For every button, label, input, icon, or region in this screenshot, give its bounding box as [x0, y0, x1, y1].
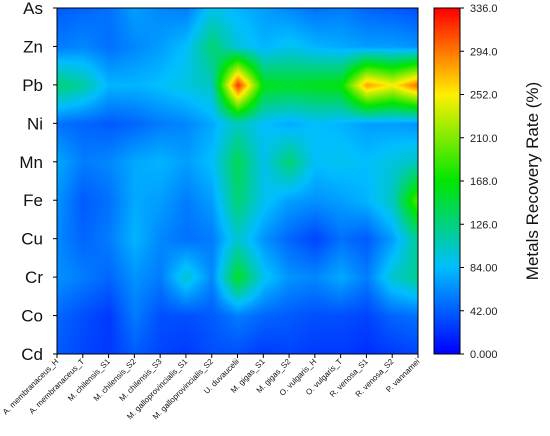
colorbar-ticks: 0.000 42.00 84.00 126.0 168.0 210.0 252.0 294.0… [460, 3, 498, 361]
y-tick-label: Mn [19, 153, 43, 172]
y-tick-label: Co [21, 307, 43, 326]
y-tick-label: Pb [22, 76, 43, 95]
colorbar-tick-label: 252.0 [470, 90, 498, 102]
colorbar-tick-label: 42.00 [470, 306, 498, 318]
y-tick-label: Zn [23, 37, 43, 56]
y-tick-label: Fe [23, 191, 43, 210]
y-tick-label: Cu [21, 230, 43, 249]
colorbar-gradient [434, 8, 460, 354]
y-tick-label: Cd [21, 345, 43, 364]
plot-area [56, 7, 419, 355]
colorbar-label: Metals Recovery Rate (%) [523, 82, 542, 280]
colorbar-tick-label: 168.0 [470, 176, 498, 188]
colorbar-canvas [434, 8, 460, 354]
y-tick-label: As [23, 0, 43, 18]
colorbar-tick-label: 126.0 [470, 219, 498, 231]
colorbar-tick-label: 294.0 [470, 46, 498, 58]
colorbar: 0.000 42.00 84.00 126.0 168.0 210.0 252.0 294.0… [433, 3, 542, 361]
colorbar-tick-label: 210.0 [470, 133, 498, 145]
y-tick-label: Cr [25, 268, 43, 287]
heatmap-canvas [57, 8, 418, 354]
heatmap-surface [57, 8, 418, 354]
colorbar-tick-label: 84.00 [470, 263, 498, 275]
y-tick-label: Ni [27, 114, 43, 133]
x-axis: A. membranaceus_HA. membranaceus_TM. chi… [1, 354, 422, 421]
y-axis: As Zn Pb Ni Mn Fe Cu Cr Co Cd [19, 0, 57, 364]
colorbar-tick-label: 0.000 [470, 349, 498, 361]
colorbar-tick-label: 336.0 [470, 3, 498, 15]
